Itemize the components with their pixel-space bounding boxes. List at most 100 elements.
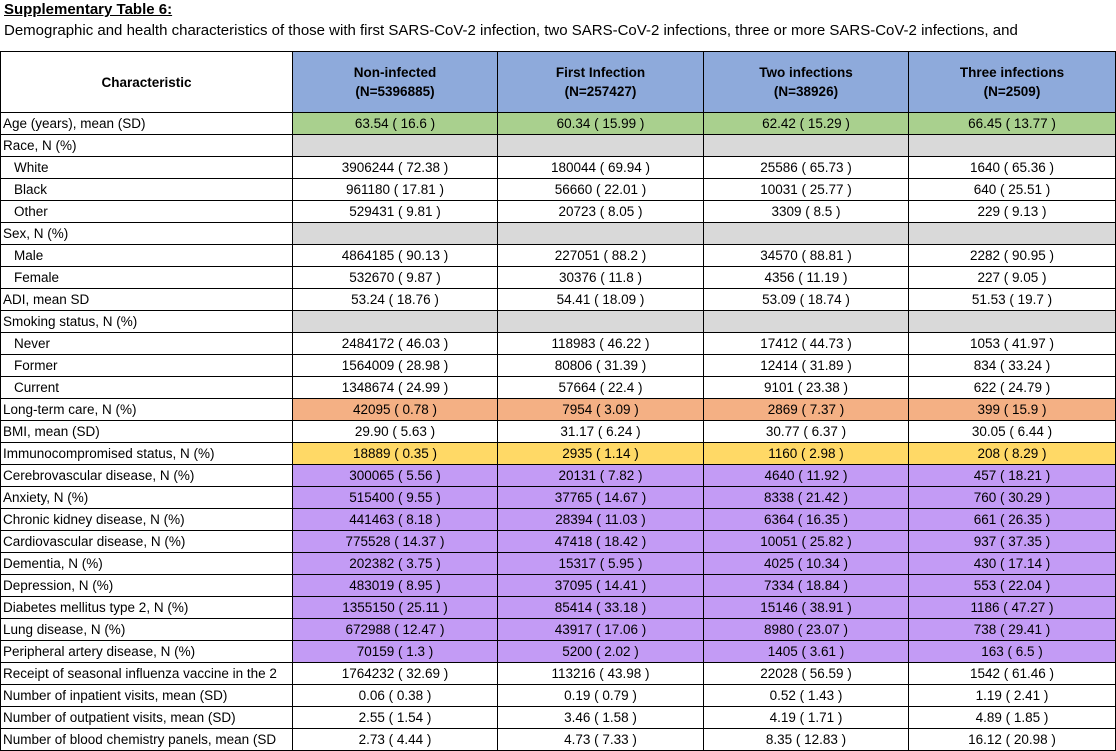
row-label: Peripheral artery disease, N (%) bbox=[0, 640, 293, 663]
row-label: Immunocompromised status, N (%) bbox=[0, 442, 293, 465]
row-value: 18889 ( 0.35 ) bbox=[292, 442, 498, 465]
row-value: 5200 ( 2.02 ) bbox=[497, 640, 704, 663]
row-value: 961180 ( 17.81 ) bbox=[292, 178, 498, 201]
row-value: 202382 ( 3.75 ) bbox=[292, 552, 498, 575]
row-value: 1186 ( 47.27 ) bbox=[908, 596, 1116, 619]
row-value: 17412 ( 44.73 ) bbox=[703, 332, 909, 355]
table-row: White 3906244 ( 72.38 ) 180044 ( 69.94 ) 25… bbox=[0, 156, 1116, 179]
row-value: 66.45 ( 13.77 ) bbox=[908, 112, 1116, 135]
row-value: 3906244 ( 72.38 ) bbox=[292, 156, 498, 179]
table-row: Age (years), mean (SD) 63.54 ( 16.6 ) 60.3… bbox=[0, 112, 1116, 135]
row-value: 483019 ( 8.95 ) bbox=[292, 574, 498, 597]
row-value: 180044 ( 69.94 ) bbox=[497, 156, 704, 179]
row-value: 1348674 ( 24.99 ) bbox=[292, 376, 498, 399]
row-value: 8.35 ( 12.83 ) bbox=[703, 728, 909, 751]
row-value: 53.09 ( 18.74 ) bbox=[703, 288, 909, 311]
row-value: 2869 ( 7.37 ) bbox=[703, 398, 909, 421]
row-value: 30376 ( 11.8 ) bbox=[497, 266, 704, 289]
table-title: Supplementary Table 6: bbox=[4, 1, 173, 18]
row-value: 622 ( 24.79 ) bbox=[908, 376, 1116, 399]
row-value bbox=[497, 222, 704, 245]
row-value: 775528 ( 14.37 ) bbox=[292, 530, 498, 553]
row-label: Male bbox=[0, 244, 293, 267]
row-value: 6364 ( 16.35 ) bbox=[703, 508, 909, 531]
row-value: 1160 ( 2.98 ) bbox=[703, 442, 909, 465]
row-value bbox=[703, 310, 909, 333]
row-value: 2935 ( 1.14 ) bbox=[497, 442, 704, 465]
row-value: 4.89 ( 1.85 ) bbox=[908, 706, 1116, 729]
row-value: 10051 ( 25.82 ) bbox=[703, 530, 909, 553]
row-label: BMI, mean (SD) bbox=[0, 420, 293, 443]
row-value: 30.05 ( 6.44 ) bbox=[908, 420, 1116, 443]
row-label: White bbox=[0, 156, 293, 179]
row-value: 4356 ( 11.19 ) bbox=[703, 266, 909, 289]
row-value: 553 ( 22.04 ) bbox=[908, 574, 1116, 597]
table-row: Lung disease, N (%) 672988 ( 12.47 ) 43917… bbox=[0, 618, 1116, 641]
column-header-name: Three infections bbox=[959, 65, 1065, 80]
column-header-n: (N=38926) bbox=[773, 84, 839, 99]
table-row: Receipt of seasonal influenza vaccine in… bbox=[0, 662, 1116, 685]
row-value: 529431 ( 9.81 ) bbox=[292, 200, 498, 223]
column-header-n: (N=257427) bbox=[564, 84, 637, 99]
characteristic-header: Characteristic bbox=[0, 51, 293, 113]
row-value bbox=[908, 222, 1116, 245]
row-value: 738 ( 29.41 ) bbox=[908, 618, 1116, 641]
row-value: 85414 ( 33.18 ) bbox=[497, 596, 704, 619]
row-label: Other bbox=[0, 200, 293, 223]
row-value: 227 ( 9.05 ) bbox=[908, 266, 1116, 289]
row-value: 4864185 ( 90.13 ) bbox=[292, 244, 498, 267]
table-row: Never 2484172 ( 46.03 ) 118983 ( 46.22 ) 17… bbox=[0, 332, 1116, 355]
row-value: 113216 ( 43.98 ) bbox=[497, 662, 704, 685]
row-value: 1542 ( 61.46 ) bbox=[908, 662, 1116, 685]
row-value: 70159 ( 1.3 ) bbox=[292, 640, 498, 663]
row-value: 3309 ( 8.5 ) bbox=[703, 200, 909, 223]
row-value bbox=[497, 134, 704, 157]
row-value: 661 ( 26.35 ) bbox=[908, 508, 1116, 531]
row-value: 28394 ( 11.03 ) bbox=[497, 508, 704, 531]
row-value: 15146 ( 38.91 ) bbox=[703, 596, 909, 619]
characteristics-table: Characteristic Non-infected (N=5396885) … bbox=[0, 51, 1116, 751]
table-row: Male 4864185 ( 90.13 ) 227051 ( 88.2 ) 3457… bbox=[0, 244, 1116, 267]
row-value: 0.52 ( 1.43 ) bbox=[703, 684, 909, 707]
table-row: Cerebrovascular disease, N (%) 300065 ( 5… bbox=[0, 464, 1116, 487]
row-value: 1764232 ( 32.69 ) bbox=[292, 662, 498, 685]
row-label: Age (years), mean (SD) bbox=[0, 112, 293, 135]
row-value: 20723 ( 8.05 ) bbox=[497, 200, 704, 223]
row-value: 34570 ( 88.81 ) bbox=[703, 244, 909, 267]
row-value: 4.19 ( 1.71 ) bbox=[703, 706, 909, 729]
row-value bbox=[292, 222, 498, 245]
row-value: 9101 ( 23.38 ) bbox=[703, 376, 909, 399]
row-value: 457 ( 18.21 ) bbox=[908, 464, 1116, 487]
row-value: 31.17 ( 6.24 ) bbox=[497, 420, 704, 443]
row-value: 53.24 ( 18.76 ) bbox=[292, 288, 498, 311]
row-value: 1355150 ( 25.11 ) bbox=[292, 596, 498, 619]
row-value: 42095 ( 0.78 ) bbox=[292, 398, 498, 421]
row-label: Smoking status, N (%) bbox=[0, 310, 293, 333]
row-label: Former bbox=[0, 354, 293, 377]
row-value: 532670 ( 9.87 ) bbox=[292, 266, 498, 289]
row-value: 760 ( 30.29 ) bbox=[908, 486, 1116, 509]
column-header-name: First Infection bbox=[555, 65, 646, 80]
row-label: Black bbox=[0, 178, 293, 201]
row-value: 2282 ( 90.95 ) bbox=[908, 244, 1116, 267]
row-value: 937 ( 37.35 ) bbox=[908, 530, 1116, 553]
row-value bbox=[292, 134, 498, 157]
row-label: Sex, N (%) bbox=[0, 222, 293, 245]
row-value: 15317 ( 5.95 ) bbox=[497, 552, 704, 575]
row-value: 63.54 ( 16.6 ) bbox=[292, 112, 498, 135]
table-row: Chronic kidney disease, N (%) 441463 ( 8.… bbox=[0, 508, 1116, 531]
row-value: 430 ( 17.14 ) bbox=[908, 552, 1116, 575]
column-header-n: (N=2509) bbox=[983, 84, 1041, 99]
row-label: Number of outpatient visits, mean (SD) bbox=[0, 706, 293, 729]
row-value bbox=[908, 134, 1116, 157]
column-header-three-infections: Three infections (N=2509) bbox=[908, 51, 1116, 113]
column-header-two-infections: Two infections (N=38926) bbox=[703, 51, 909, 113]
row-value bbox=[292, 310, 498, 333]
row-value: 2.55 ( 1.54 ) bbox=[292, 706, 498, 729]
row-value: 229 ( 9.13 ) bbox=[908, 200, 1116, 223]
table-row: Female 532670 ( 9.87 ) 30376 ( 11.8 ) 4356 … bbox=[0, 266, 1116, 289]
row-value: 57664 ( 22.4 ) bbox=[497, 376, 704, 399]
row-value: 1564009 ( 28.98 ) bbox=[292, 354, 498, 377]
row-value: 25586 ( 65.73 ) bbox=[703, 156, 909, 179]
table-row: Number of outpatient visits, mean (SD) 2.… bbox=[0, 706, 1116, 729]
